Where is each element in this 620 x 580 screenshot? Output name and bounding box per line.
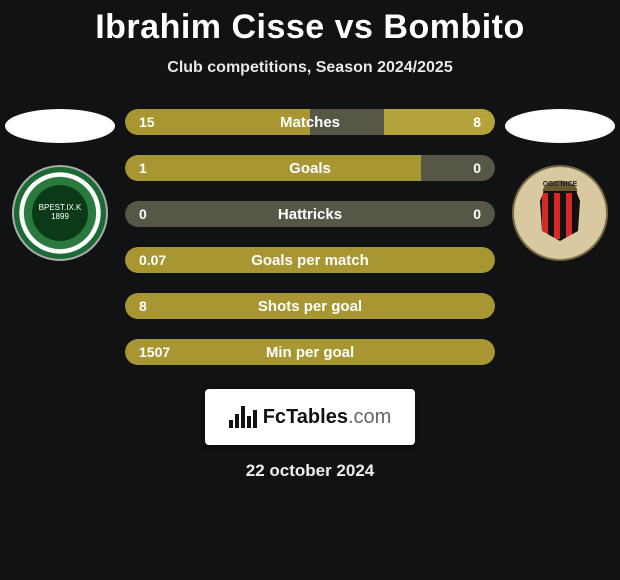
stat-label: Hattricks	[125, 206, 495, 223]
brand-main: Tables	[286, 406, 348, 428]
stat-row: Goals per match0.07	[125, 247, 495, 273]
fctables-logo: FcTables.com	[205, 389, 415, 445]
stat-value-left: 1507	[139, 339, 170, 365]
stat-row: Hattricks0 0	[125, 201, 495, 227]
brand-prefix: Fc	[263, 406, 286, 428]
stat-label: Shots per goal	[125, 298, 495, 315]
stat-value-left: 0.07	[139, 247, 166, 273]
stat-label: Goals	[125, 160, 495, 177]
stat-label: Goals per match	[125, 252, 495, 269]
ferencvaros-badge-text: BPEST.IX.K 1899	[32, 185, 88, 241]
bars-icon	[229, 406, 257, 428]
stat-value-left: 8	[139, 293, 147, 319]
stat-label: Matches	[125, 114, 495, 131]
club-badge-left: BPEST.IX.K 1899	[12, 165, 108, 261]
comparison-panel: BPEST.IX.K 1899 OGC NICE Matches15 8 Goals…	[0, 109, 620, 365]
player-left-column: BPEST.IX.K 1899	[0, 109, 120, 261]
fctables-wordmark: FcTables.com	[263, 406, 392, 429]
club-badge-right: OGC NICE	[512, 165, 608, 261]
page-subtitle: Club competitions, Season 2024/2025	[0, 59, 620, 77]
player-right-column: OGC NICE	[500, 109, 620, 261]
snapshot-date: 22 october 2024	[0, 461, 620, 481]
brand-suffix: .com	[348, 406, 391, 428]
stat-value-left: 0	[139, 201, 147, 227]
nice-badge-icon: OGC NICE	[512, 165, 608, 261]
player-left-photo-placeholder	[5, 109, 115, 143]
player-right-photo-placeholder	[505, 109, 615, 143]
ferencvaros-badge-icon: BPEST.IX.K 1899	[12, 165, 108, 261]
stat-value-right: 0	[473, 201, 481, 227]
stat-row: Shots per goal8	[125, 293, 495, 319]
stat-value-right: 0	[473, 155, 481, 181]
stat-value-left: 15	[139, 109, 155, 135]
page-title: Ibrahim Cisse vs Bombito	[0, 0, 620, 47]
nice-shield-icon	[540, 191, 580, 241]
stat-row: Goals1 0	[125, 155, 495, 181]
stat-value-right: 8	[473, 109, 481, 135]
stat-bars: Matches158Goals10Hattricks00Goals per ma…	[125, 109, 495, 365]
stat-row: Matches15 8	[125, 109, 495, 135]
stat-label: Min per goal	[125, 344, 495, 361]
nice-badge-text: OGC NICE	[543, 181, 578, 188]
stat-row: Min per goal1507	[125, 339, 495, 365]
stat-value-left: 1	[139, 155, 147, 181]
